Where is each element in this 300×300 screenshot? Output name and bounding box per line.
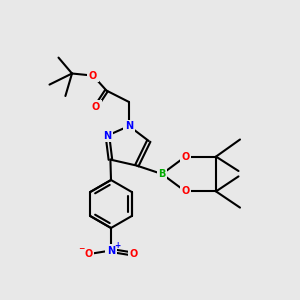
Text: −: − xyxy=(78,244,85,253)
Text: N: N xyxy=(107,245,115,256)
Text: O: O xyxy=(129,249,138,259)
Text: N: N xyxy=(103,130,112,141)
Text: B: B xyxy=(158,169,166,179)
Text: +: + xyxy=(115,241,121,250)
Text: N: N xyxy=(125,121,133,131)
Text: O: O xyxy=(89,70,97,81)
Text: O: O xyxy=(92,101,100,112)
Text: O: O xyxy=(84,249,93,259)
Text: O: O xyxy=(181,152,190,162)
Text: O: O xyxy=(181,186,190,197)
